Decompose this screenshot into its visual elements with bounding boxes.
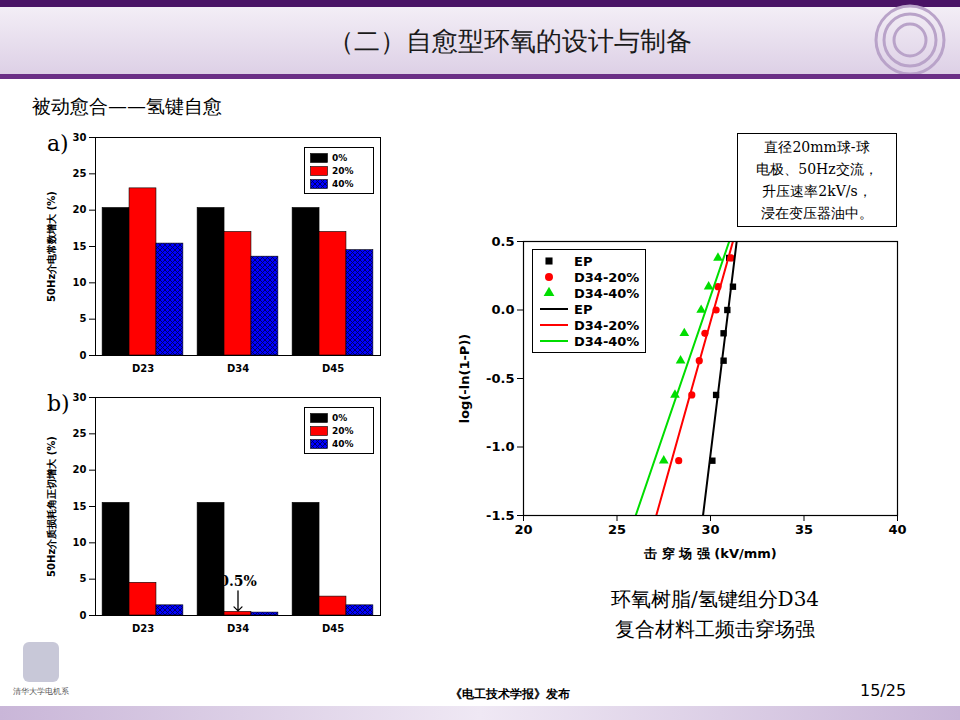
html-text:环氧树脂/氢键组分D34: 环氧树脂/氢键组分D34	[610, 587, 820, 611]
html-text:（二）自愈型环氧的设计与制备: （二）自愈型环氧的设计与制备	[328, 26, 692, 56]
svg-text:5: 5	[80, 313, 87, 324]
html-text:20%: 20%	[332, 165, 354, 176]
html-text:直径20mm球-球: 直径20mm球-球	[764, 139, 870, 155]
svg-text:20: 20	[73, 204, 87, 215]
html-text:40%: 40%	[332, 178, 354, 189]
html-text:D34-40%: D34-40%	[574, 333, 640, 349]
svg-text:20: 20	[73, 464, 87, 475]
html-text:40%: 40%	[332, 438, 354, 449]
svg-text:25: 25	[73, 428, 87, 439]
svg-text:0: 0	[80, 610, 87, 621]
svg-text:0.0: 0.0	[491, 302, 514, 317]
html-text:清华大学电机系: 清华大学电机系	[13, 687, 69, 696]
svg-text:50Hz介电常数增大 (%): 50Hz介电常数增大 (%)	[46, 191, 57, 302]
svg-text:15: 15	[73, 241, 87, 252]
html-text:复合材料工频击穿场强: 复合材料工频击穿场强	[615, 617, 815, 641]
svg-text:5: 5	[80, 573, 87, 584]
svg-text:D23: D23	[132, 623, 154, 634]
svg-text:0.5: 0.5	[491, 234, 514, 249]
html-text:0%: 0%	[332, 152, 348, 163]
svg-text:40: 40	[888, 522, 906, 537]
svg-text:D34: D34	[227, 363, 249, 374]
svg-text:50Hz介质损耗角正切增大 (%): 50Hz介质损耗角正切增大 (%)	[46, 436, 57, 577]
svg-text:0: 0	[80, 350, 87, 361]
svg-text:10: 10	[73, 277, 87, 288]
svg-text:D45: D45	[322, 363, 344, 374]
svg-text:25: 25	[608, 522, 626, 537]
html-text:15/25: 15/25	[860, 681, 907, 700]
html-text:《电工技术学报》发布: 《电工技术学报》发布	[450, 687, 570, 701]
html-text:被动愈合——氢键自愈: 被动愈合——氢键自愈	[32, 95, 222, 117]
html-text:a): a)	[47, 131, 69, 156]
html-text:浸在变压器油中。: 浸在变压器油中。	[761, 205, 873, 221]
svg-text:-1.0: -1.0	[486, 439, 514, 454]
svg-text:-0.5: -0.5	[486, 371, 514, 386]
svg-text:30: 30	[701, 522, 719, 537]
svg-text:10: 10	[73, 537, 87, 548]
html-text:b): b)	[47, 391, 70, 416]
html-text:D34-20%: D34-20%	[574, 317, 640, 333]
svg-text:-1.5: -1.5	[486, 508, 514, 523]
svg-text:25: 25	[73, 168, 87, 179]
html-text:升压速率2kV/s，: 升压速率2kV/s，	[762, 183, 872, 199]
svg-text:D23: D23	[132, 363, 154, 374]
html-text:EP: EP	[574, 253, 593, 269]
svg-text:35: 35	[795, 522, 813, 537]
svg-text:log(-ln(1-P)): log(-ln(1-P))	[457, 334, 472, 424]
svg-text:D34: D34	[227, 623, 249, 634]
svg-text:15: 15	[73, 501, 87, 512]
svg-text:0.5%: 0.5%	[219, 573, 257, 589]
html-text:D34-40%: D34-40%	[574, 285, 640, 301]
html-text:20%: 20%	[332, 425, 354, 436]
html-text:0%: 0%	[332, 412, 348, 423]
html-text:D34-20%: D34-20%	[574, 269, 640, 285]
html-text:EP: EP	[574, 301, 593, 317]
svg-text:30: 30	[73, 392, 87, 403]
svg-text:击 穿 场 强 (kV/mm): 击 穿 场 强 (kV/mm)	[643, 546, 777, 561]
svg-text:20: 20	[514, 522, 532, 537]
svg-text:D45: D45	[322, 623, 344, 634]
svg-text:30: 30	[73, 132, 87, 143]
html-text:电极、50Hz交流，: 电极、50Hz交流，	[756, 161, 878, 177]
